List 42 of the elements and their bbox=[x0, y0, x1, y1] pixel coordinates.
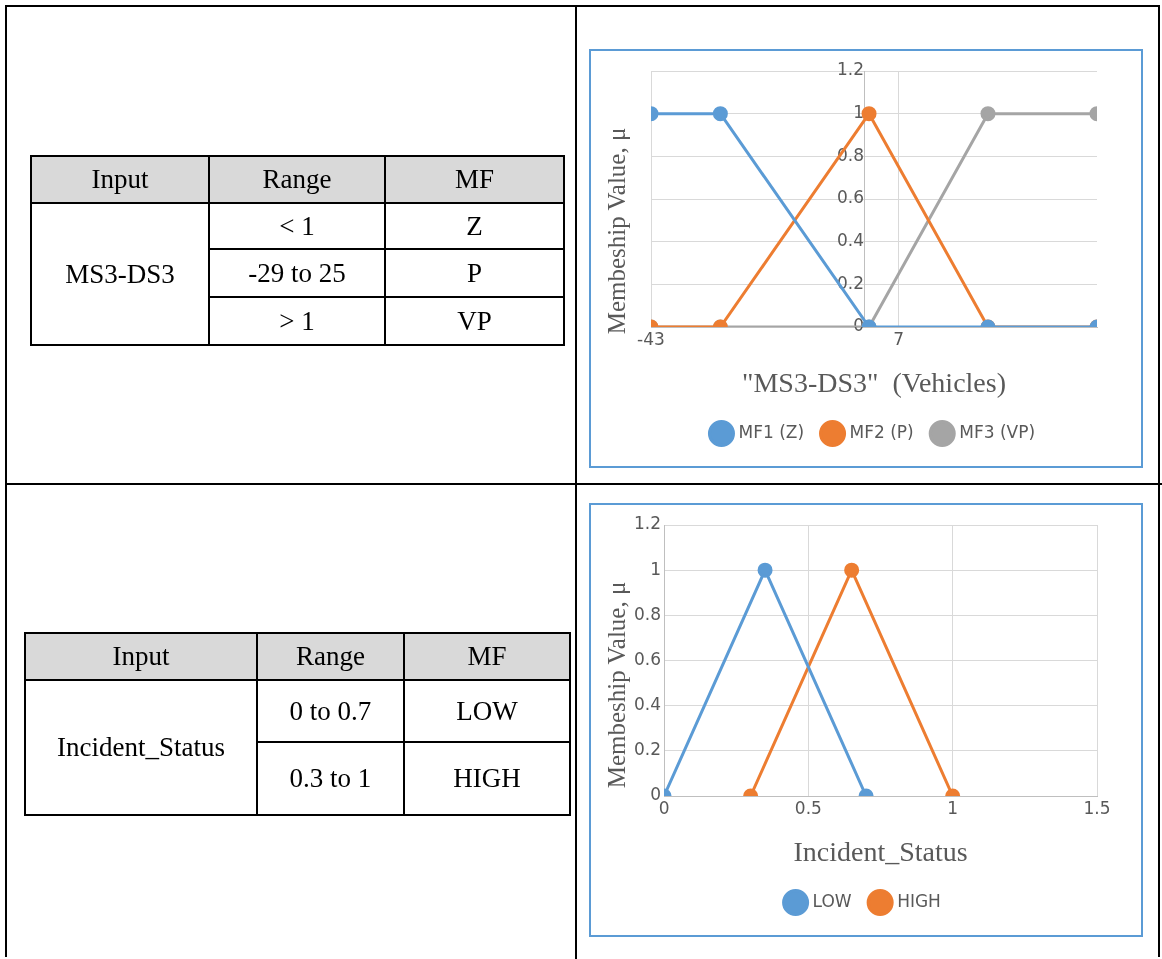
text: MF bbox=[404, 633, 570, 680]
text: 0 to 0.7 bbox=[257, 680, 404, 742]
x-axis-title: Incident_Status bbox=[793, 835, 968, 867]
text: Incident_Status bbox=[25, 680, 257, 815]
text: < 1 bbox=[209, 203, 385, 249]
text: Z bbox=[385, 203, 564, 249]
text: Range bbox=[257, 633, 404, 680]
text: MF bbox=[385, 156, 564, 203]
legend-label: MF1 (Z) bbox=[738, 421, 805, 442]
legend-label: MF2 (P) bbox=[849, 421, 914, 442]
y-tick-label: 0.6 bbox=[837, 187, 865, 208]
x-tick-label: -43 bbox=[637, 328, 665, 349]
text: LOW bbox=[404, 680, 570, 742]
x-tick-label: 7 bbox=[893, 328, 905, 349]
text: Input bbox=[31, 156, 209, 203]
y-tick-label: 0.6 bbox=[633, 648, 662, 669]
legend-label: HIGH bbox=[897, 890, 941, 911]
text: -29 to 25 bbox=[209, 249, 385, 297]
x-tick-label: 1.5 bbox=[1083, 797, 1111, 818]
text: > 1 bbox=[209, 297, 385, 345]
y-axis-title: Membeship Value, μ bbox=[602, 127, 631, 335]
text: Range bbox=[209, 156, 385, 203]
y-tick-label: 0.4 bbox=[633, 694, 662, 715]
y-tick-label: 1.2 bbox=[837, 59, 865, 80]
text: HIGH bbox=[404, 742, 570, 815]
legend-label: MF3 (VP) bbox=[959, 421, 1036, 442]
y-tick-label: 1 bbox=[853, 102, 865, 123]
y-tick-label: 1 bbox=[650, 558, 662, 579]
y-tick-label: 0.2 bbox=[633, 739, 662, 760]
text: Input bbox=[25, 633, 257, 680]
x-tick-label: 1 bbox=[947, 797, 959, 818]
y-tick-label: 0.4 bbox=[837, 230, 865, 251]
y-tick-label: 1.2 bbox=[633, 513, 662, 534]
legend-label: LOW bbox=[812, 890, 852, 911]
text: MS3-DS3 bbox=[31, 203, 209, 345]
text: P bbox=[385, 249, 564, 297]
y-axis-title: Membeship Value, μ bbox=[602, 581, 631, 789]
x-axis-title: "MS3-DS3" (Vehicles) bbox=[742, 366, 1006, 398]
x-tick-label: 0.5 bbox=[794, 797, 822, 818]
y-tick-label: 0.8 bbox=[633, 603, 662, 624]
text: 0.3 to 1 bbox=[257, 742, 404, 815]
text: VP bbox=[385, 297, 564, 345]
